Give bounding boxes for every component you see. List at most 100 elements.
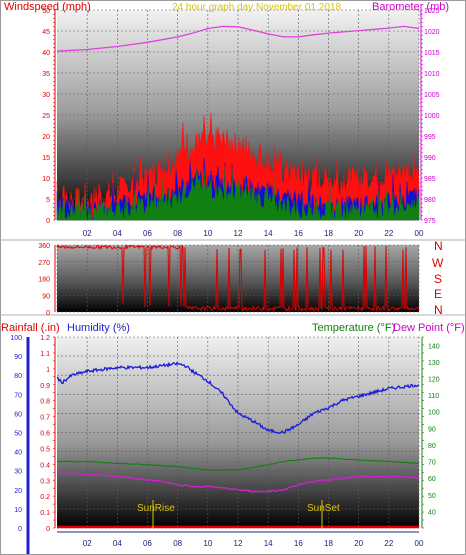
humidity-y-tick-label: 70 [14,392,22,399]
axes: 0510152025303540455097598098599099510001… [10,8,440,554]
baro-y-tick-label: 1025 [424,8,440,15]
wind-y-tick-label: 30 [42,92,50,99]
barometer-line [56,25,420,52]
wind-base-area [56,166,420,221]
humidity-y-tick-label: 10 [14,507,22,514]
wind-y-tick-label: 25 [42,113,50,120]
dir-y-tick-label: 270 [38,260,50,267]
wind-x-tick-label: 12 [234,229,243,238]
wind-x-tick-label: 08 [173,229,182,238]
temp-humidity-series [56,361,420,529]
rain-y-tick-label: 0.3 [40,478,50,485]
temp-y-tick-label: 40 [428,509,436,516]
temperature-title: Temperature (°F) [312,322,395,334]
temp-x-tick-label: 22 [384,539,393,548]
direction-series [56,243,420,313]
dir-label-n-bottom: N [434,303,443,317]
baro-y-tick-label: 1000 [424,113,440,120]
barometer-series [56,25,420,52]
wind-x-tick-label: 16 [294,229,303,238]
wind-x-tick-label: 14 [264,229,273,238]
wind-y-tick-label: 20 [42,134,50,141]
temp-y-tick-label: 120 [428,377,440,384]
temp-x-tick-label: 16 [294,539,303,548]
temp-x-tick-label: 10 [203,539,212,548]
rain-y-tick-label: 0.2 [40,494,50,501]
baro-y-tick-label: 975 [424,218,436,225]
baro-y-tick-label: 990 [424,155,436,162]
rainfall-title: Rainfall (.in) [1,322,60,334]
baro-y-tick-label: 1020 [424,29,440,36]
sunset-label: SunSet [307,503,340,514]
humidity-y-tick-label: 100 [10,335,22,342]
humidity-line [56,361,420,435]
wind-y-tick-label: 45 [42,29,50,36]
temp-x-tick-label: 20 [354,539,363,548]
temp-x-tick-label: 12 [234,539,243,548]
temp-y-tick-label: 140 [428,343,440,350]
compass-labels: N W S E N [432,239,444,317]
wind-y-tick-label: 35 [42,71,50,78]
humidity-y-tick-label: 20 [14,488,22,495]
temp-x-tick-label: 18 [324,539,333,548]
sunrise-label: SunRise [137,503,175,514]
dewpoint-line [56,471,420,493]
baro-y-tick-label: 995 [424,134,436,141]
barometer-title: Barometer (mb) [372,1,449,13]
rain-y-tick-label: 0.4 [40,462,50,469]
rain-y-tick-label: 1.2 [40,335,50,342]
temp-y-tick-label: 100 [428,410,440,417]
grid [56,9,420,529]
temp-x-tick-label: 00 [415,539,424,548]
wind-y-tick-label: 5 [46,197,50,204]
temp-x-tick-label: 08 [173,539,182,548]
humidity-y-tick-label: 60 [14,411,22,418]
temp-y-tick-label: 60 [428,476,436,483]
temp-x-tick-label: 04 [113,539,122,548]
wind-y-tick-label: 10 [42,176,50,183]
humidity-y-tick-label: 40 [14,450,22,457]
baro-y-tick-label: 985 [424,176,436,183]
dir-y-tick-label: 0 [46,310,50,317]
wind-y-tick-label: 15 [42,155,50,162]
wind-x-tick-label: 04 [113,229,122,238]
temperature-line [56,457,420,471]
temp-x-tick-label: 06 [143,539,152,548]
temp-y-tick-label: 70 [428,460,436,467]
rain-y-tick-label: 1.1 [40,351,50,358]
wind-x-tick-label: 06 [143,229,152,238]
wind-x-tick-label: 10 [203,229,212,238]
humidity-title: Humidity (%) [67,322,130,334]
rain-y-tick-label: 0.8 [40,399,50,406]
wind-x-tick-label: 00 [415,229,424,238]
dir-y-tick-label: 180 [38,277,50,284]
wind-x-tick-label: 22 [384,229,393,238]
baro-y-tick-label: 1005 [424,92,440,99]
rain-y-tick-label: 0.6 [40,431,50,438]
wind-y-tick-label: 40 [42,50,50,57]
humidity-y-tick-label: 80 [14,373,22,380]
wind-x-tick-label: 20 [354,229,363,238]
wind-series [56,112,420,221]
rain-y-tick-label: 0.1 [40,510,50,517]
humidity-y-tick-label: 30 [14,469,22,476]
humidity-y-tick-label: 0 [18,526,22,533]
wind-x-tick-label: 18 [324,229,333,238]
baro-y-tick-label: 1010 [424,71,440,78]
dir-label-e: E [434,287,442,301]
baro-y-tick-label: 980 [424,197,436,204]
temp-y-tick-label: 130 [428,360,440,367]
wind-direction-line [56,243,420,313]
dir-label-s: S [434,272,442,286]
temp-y-tick-label: 90 [428,426,436,433]
temp-y-tick-label: 80 [428,443,436,450]
rain-y-tick-label: 0.5 [40,446,50,453]
humidity-y-tick-label: 90 [14,354,22,361]
dir-label-w: W [432,256,444,270]
dir-y-tick-label: 90 [42,293,50,300]
windspeed-title: Windspeed (mph) [4,1,91,13]
dewpoint-title: Dew Point (°F) [393,322,465,334]
temp-x-tick-label: 14 [264,539,273,548]
dir-y-tick-label: 360 [38,243,50,250]
